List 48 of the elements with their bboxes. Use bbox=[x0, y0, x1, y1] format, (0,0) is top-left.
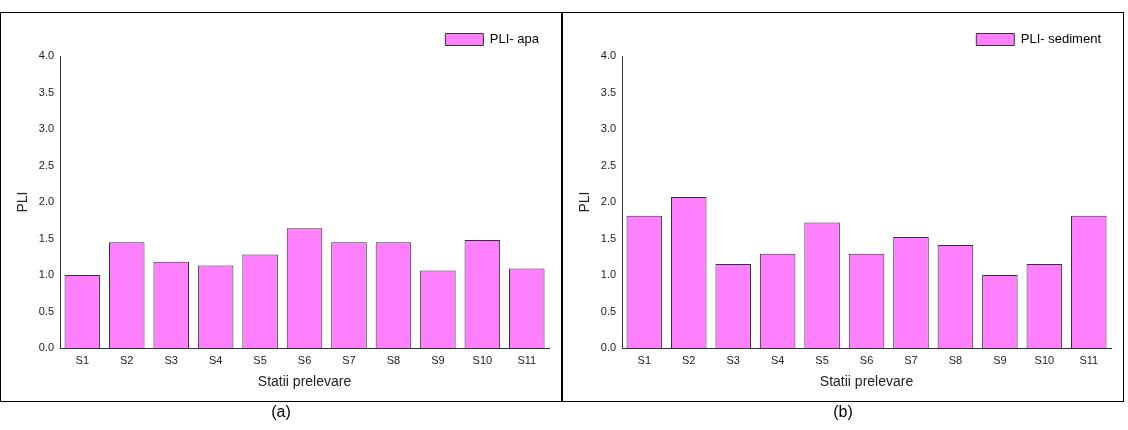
x-tick-label: S3 bbox=[726, 353, 740, 366]
x-axis-title: Statii prelevare bbox=[819, 373, 914, 390]
x-axis-title: Statii prelevare bbox=[257, 373, 352, 390]
x-tick-label: S11 bbox=[1079, 353, 1099, 366]
y-axis-title: PLI bbox=[576, 191, 593, 213]
text: (b) bbox=[832, 402, 854, 422]
y-tick-label: 3.5 bbox=[600, 85, 617, 98]
text: (a) bbox=[270, 402, 292, 422]
y-axis-title: PLI bbox=[14, 191, 31, 213]
y-tick-label: 0.5 bbox=[600, 304, 617, 317]
legend-label: PLI- sediment bbox=[1020, 31, 1102, 47]
legend-label: PLI- apa bbox=[489, 31, 540, 47]
y-tick-label: 0.5 bbox=[38, 304, 55, 317]
x-tick-label: S9 bbox=[993, 353, 1007, 366]
y-tick-label: 1.0 bbox=[38, 268, 55, 281]
y-tick-label: 1.5 bbox=[38, 231, 55, 244]
y-tick-label: 2.5 bbox=[38, 158, 55, 171]
x-tick-label: S2 bbox=[120, 353, 134, 366]
y-tick-label: 0.0 bbox=[600, 341, 617, 354]
x-tick-label: S10 bbox=[1034, 353, 1055, 366]
y-tick-label: 1.0 bbox=[600, 268, 617, 281]
x-tick-label: S1 bbox=[75, 353, 90, 366]
x-tick-label: S7 bbox=[904, 353, 918, 366]
x-tick-label: S6 bbox=[297, 353, 312, 366]
y-tick-label: 2.5 bbox=[600, 158, 617, 171]
x-tick-label: S8 bbox=[948, 353, 963, 366]
x-tick-label: S4 bbox=[770, 353, 785, 366]
y-tick-label: 2.0 bbox=[38, 195, 55, 208]
y-tick-label: 1.5 bbox=[600, 231, 617, 244]
x-tick-label: S7 bbox=[342, 353, 356, 366]
x-tick-label: S3 bbox=[164, 353, 178, 366]
y-tick-label: 3.5 bbox=[38, 85, 55, 98]
y-tick-label: 3.0 bbox=[38, 122, 55, 135]
y-tick-label: 4.0 bbox=[38, 49, 55, 62]
x-tick-label: S10 bbox=[472, 353, 493, 366]
x-tick-label: S5 bbox=[253, 353, 267, 366]
x-tick-label: S5 bbox=[815, 353, 829, 366]
x-tick-label: S6 bbox=[859, 353, 874, 366]
y-tick-label: 3.0 bbox=[600, 122, 617, 135]
y-tick-label: 2.0 bbox=[600, 195, 617, 208]
x-tick-label: S8 bbox=[386, 353, 401, 366]
x-tick-label: S1 bbox=[637, 353, 652, 366]
x-tick-label: S2 bbox=[682, 353, 696, 366]
y-tick-label: 0.0 bbox=[38, 341, 55, 354]
y-tick-label: 4.0 bbox=[600, 49, 617, 62]
x-tick-label: S4 bbox=[208, 353, 223, 366]
x-tick-label: S9 bbox=[431, 353, 445, 366]
x-tick-label: S11 bbox=[517, 353, 537, 366]
